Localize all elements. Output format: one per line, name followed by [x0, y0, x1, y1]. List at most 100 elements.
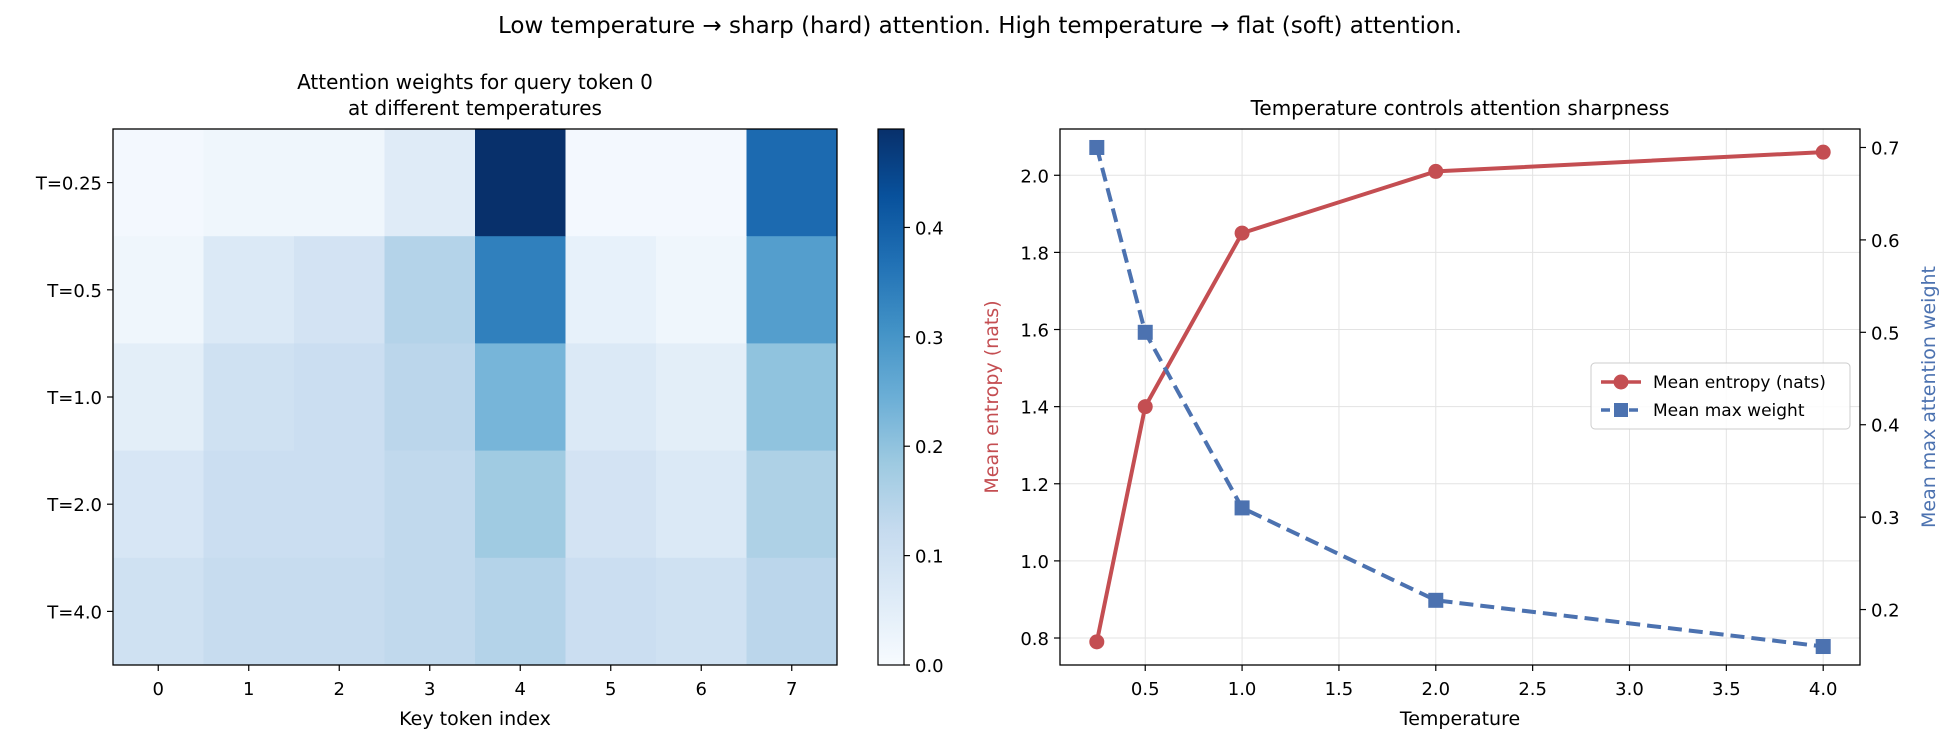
heatmap-cell	[746, 450, 838, 559]
heatmap-cell	[294, 236, 385, 344]
legend-max-weight-label: Mean max weight	[1653, 401, 1805, 421]
colorbar-gradient	[877, 128, 905, 666]
line-chart-right-tick-label: 0.7	[1871, 138, 1900, 159]
heatmap-x-ticks: 0 1 2 3 4 5 6 7	[153, 665, 797, 700]
line-chart-left-tick-label: 1.4	[1020, 398, 1049, 419]
line-chart-left-tick-label: 1.6	[1020, 321, 1049, 342]
colorbar-tick-label: 0.2	[915, 437, 944, 458]
heatmap-cell	[294, 450, 385, 559]
line-chart-x-tick-label: 4.0	[1809, 679, 1838, 700]
line-chart-right-tick-label: 0.3	[1871, 508, 1900, 529]
heatmap-x-tick-label: 0	[153, 679, 164, 700]
line-chart-x-tick-label: 2.0	[1421, 679, 1450, 700]
line-chart-left-tick-label: 0.8	[1020, 629, 1049, 650]
line-chart-title: Temperature controls attention sharpness	[1250, 96, 1670, 120]
heatmap-x-tick-label: 2	[334, 679, 345, 700]
line-chart-left-ticks: 0.8 1.0 1.2 1.4 1.6 1.8 2.0	[1020, 166, 1060, 650]
data-point-max-weight	[1234, 500, 1250, 516]
line-chart-frame	[1059, 128, 1861, 666]
heatmap-title-line1: Attention weights for query token 0	[297, 70, 653, 94]
line-chart-right-tick-label: 0.5	[1871, 323, 1900, 344]
colorbar: 0.0 0.1 0.2 0.3 0.4	[877, 128, 944, 677]
line-chart-x-tick-label: 1.5	[1325, 679, 1354, 700]
heatmap-y-tick-label: T=0.25	[35, 174, 102, 195]
heatmap-x-tick-label: 4	[515, 679, 526, 700]
heatmap-title-line2: at different temperatures	[348, 96, 602, 120]
legend-box	[1590, 362, 1851, 430]
heatmap-cell	[113, 129, 204, 237]
heatmap-cell	[203, 557, 295, 666]
data-point-entropy	[1234, 225, 1250, 241]
heatmap-cell	[294, 129, 385, 237]
legend-max-weight-marker	[1614, 403, 1628, 417]
line-chart-right-ticks: 0.2 0.3 0.4 0.5 0.6 0.7	[1860, 138, 1900, 622]
line-chart-x-tick-label: 3.5	[1712, 679, 1741, 700]
heatmap-cell	[475, 236, 566, 344]
heatmap-cell	[113, 557, 204, 666]
heatmap-cell	[113, 450, 204, 559]
heatmap-cell	[475, 129, 566, 237]
heatmap-cell	[384, 343, 476, 452]
line-chart-left-tick-label: 1.8	[1020, 243, 1049, 264]
heatmap-cell	[565, 343, 657, 452]
heatmap-cell	[113, 343, 204, 452]
heatmap-x-tick-label: 7	[786, 679, 797, 700]
heatmap-cell	[746, 236, 838, 344]
heatmap-cell	[656, 450, 747, 559]
data-point-max-weight	[1428, 592, 1444, 608]
heatmap-cell	[203, 343, 295, 452]
heatmap-cell	[475, 557, 566, 666]
heatmap-cell	[294, 343, 385, 452]
heatmap-cell	[656, 129, 747, 237]
line-chart-series	[1089, 139, 1831, 655]
data-point-max-weight	[1815, 639, 1831, 655]
heatmap-cell	[565, 450, 657, 559]
data-point-max-weight	[1089, 139, 1105, 155]
colorbar-tick-label: 0.0	[915, 656, 944, 677]
line-chart-x-tick-label: 0.5	[1131, 679, 1160, 700]
line-chart-x-tick-label: 1.0	[1228, 679, 1257, 700]
heatmap-y-ticks: T=0.25 T=0.5 T=1.0 T=2.0 T=4.0	[35, 174, 113, 623]
heatmap-cell	[656, 343, 747, 452]
heatmap-cell	[113, 236, 204, 344]
heatmap-cell	[656, 557, 747, 666]
line-chart-right-tick-label: 0.2	[1871, 601, 1900, 622]
heatmap-cell	[475, 343, 566, 452]
heatmap-cell	[746, 343, 838, 452]
line-chart-left-tick-label: 2.0	[1020, 166, 1049, 187]
heatmap-x-tick-label: 3	[424, 679, 435, 700]
line-chart-grid	[1060, 129, 1860, 665]
heatmap-cell	[384, 450, 476, 559]
line-chart-x-ticks: 0.5 1.0 1.5 2.0 2.5 3.0 3.5 4.0	[1131, 665, 1838, 700]
heatmap-x-tick-label: 6	[696, 679, 707, 700]
heatmap-cell	[746, 557, 838, 666]
legend-entropy-marker	[1613, 374, 1629, 390]
heatmap-cell	[384, 557, 476, 666]
heatmap-cell	[565, 236, 657, 344]
line-chart-left-axis-label: Mean entropy (nats)	[981, 300, 1003, 493]
heatmap-cell	[384, 236, 476, 344]
colorbar-tick-label: 0.4	[915, 218, 944, 239]
line-chart-right-tick-label: 0.6	[1871, 231, 1900, 252]
line-chart-x-axis-label: Temperature	[1399, 708, 1520, 730]
data-point-entropy	[1089, 634, 1105, 650]
heatmap-cell	[656, 236, 747, 344]
line-chart-legend: Mean entropy (nats) Mean max weight	[1590, 362, 1851, 430]
heatmap-cell	[203, 129, 295, 237]
heatmap-cell	[203, 236, 295, 344]
colorbar-ticks: 0.0 0.1 0.2 0.3 0.4	[904, 218, 944, 677]
line-chart-left-tick-label: 1.0	[1020, 552, 1049, 573]
colorbar-tick-label: 0.1	[915, 547, 944, 568]
line-chart-x-tick-label: 2.5	[1518, 679, 1547, 700]
data-point-entropy	[1428, 163, 1444, 179]
colorbar-tick-label: 0.3	[915, 328, 944, 349]
line-chart-panel: Temperature controls attention sharpness…	[981, 96, 1940, 730]
heatmap-cell	[294, 557, 385, 666]
heatmap-y-tick-label: T=4.0	[46, 602, 102, 623]
line-chart-x-tick-label: 3.0	[1615, 679, 1644, 700]
data-point-entropy	[1815, 144, 1831, 160]
heatmap-cell	[746, 129, 838, 237]
heatmap-cell	[384, 129, 476, 237]
line-chart-right-axis-label: Mean max attention weight	[1918, 266, 1940, 528]
heatmap-y-tick-label: T=0.5	[46, 281, 102, 302]
